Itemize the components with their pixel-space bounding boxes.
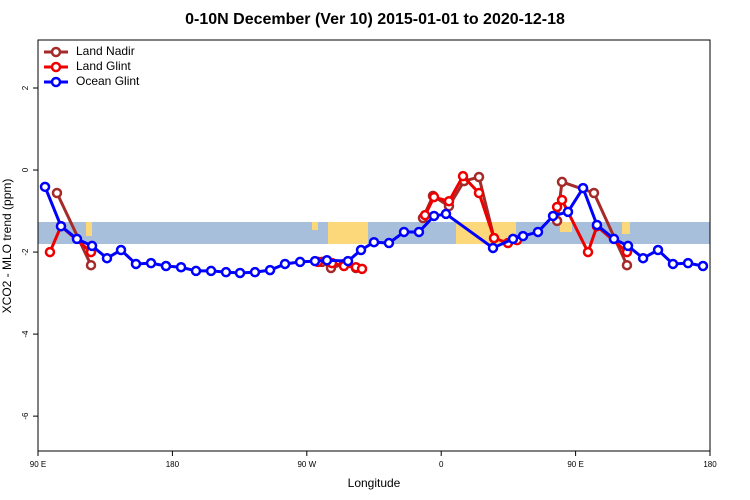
x-tick-label: 180 xyxy=(166,460,180,469)
chart-title: 0-10N December (Ver 10) 2015-01-01 to 20… xyxy=(185,11,565,28)
data-point xyxy=(309,255,321,267)
plot-frame xyxy=(37,39,711,452)
data-point xyxy=(145,257,157,269)
legend-label: Land Glint xyxy=(76,59,131,73)
data-point xyxy=(562,206,574,218)
legend-label: Ocean Glint xyxy=(76,74,140,88)
data-point xyxy=(487,242,499,254)
data-point xyxy=(507,233,519,245)
data-point xyxy=(637,252,649,264)
data-point xyxy=(488,232,500,244)
data-point xyxy=(588,187,600,199)
data-point xyxy=(355,244,367,256)
data-point xyxy=(39,181,51,193)
data-point xyxy=(556,176,568,188)
legend-marker xyxy=(50,46,62,58)
x-tick-label: 90 E xyxy=(567,460,583,469)
data-point xyxy=(577,182,589,194)
y-tick-label: 2 xyxy=(21,85,30,90)
data-point xyxy=(517,230,529,242)
data-point xyxy=(652,244,664,256)
y-tick-label: -6 xyxy=(21,412,30,420)
data-point xyxy=(622,240,634,252)
x-tick-label: 180 xyxy=(703,460,717,469)
data-point xyxy=(101,252,113,264)
data-point xyxy=(51,187,63,199)
data-point xyxy=(443,195,455,207)
data-point xyxy=(621,259,633,271)
data-point xyxy=(356,263,368,275)
data-point xyxy=(697,260,709,272)
data-point xyxy=(667,258,679,270)
data-point xyxy=(264,264,276,276)
x-tick-label: 90 W xyxy=(297,460,316,469)
data-point xyxy=(205,265,217,277)
data-point xyxy=(175,261,187,273)
legend-marker xyxy=(50,76,62,88)
data-point xyxy=(398,226,410,238)
data-point xyxy=(473,187,485,199)
data-point xyxy=(428,210,440,222)
data-point xyxy=(473,171,485,183)
data-point xyxy=(130,258,142,270)
y-tick-label: 0 xyxy=(21,167,30,172)
data-point xyxy=(556,194,568,206)
data-point xyxy=(249,266,261,278)
data-point xyxy=(457,170,469,182)
data-point xyxy=(682,257,694,269)
legend-label: Land Nadir xyxy=(76,44,135,58)
data-point xyxy=(234,267,246,279)
data-point xyxy=(160,260,172,272)
data-point xyxy=(582,246,594,258)
y-tick-label: -4 xyxy=(21,330,30,338)
data-point xyxy=(115,244,127,256)
data-point xyxy=(55,220,67,232)
y-tick-label: -2 xyxy=(21,248,30,256)
data-point xyxy=(608,233,620,245)
data-point xyxy=(532,226,544,238)
x-axis-label: Longitude xyxy=(348,476,401,490)
data-point xyxy=(591,219,603,231)
data-point xyxy=(368,236,380,248)
data-point xyxy=(279,258,291,270)
legend-marker xyxy=(50,61,62,73)
data-point xyxy=(419,209,431,221)
data-point xyxy=(294,256,306,268)
data-point xyxy=(551,201,563,213)
x-tick-label: 0 xyxy=(439,460,444,469)
land-patches xyxy=(86,222,630,244)
data-point xyxy=(190,265,202,277)
data-point xyxy=(86,240,98,252)
data-point xyxy=(71,233,83,245)
x-tick-label: 90 E xyxy=(30,460,46,469)
data-point xyxy=(428,191,440,203)
data-point xyxy=(44,246,56,258)
series-line xyxy=(55,192,93,266)
data-point xyxy=(413,226,425,238)
data-point xyxy=(321,255,333,266)
data-point xyxy=(440,208,452,220)
data-point xyxy=(85,259,97,271)
data-point xyxy=(342,255,354,267)
data-point xyxy=(547,210,559,222)
data-point xyxy=(383,237,395,249)
y-axis-label: XCO2 - MLO trend (ppm) xyxy=(0,179,14,314)
data-point xyxy=(220,266,232,278)
